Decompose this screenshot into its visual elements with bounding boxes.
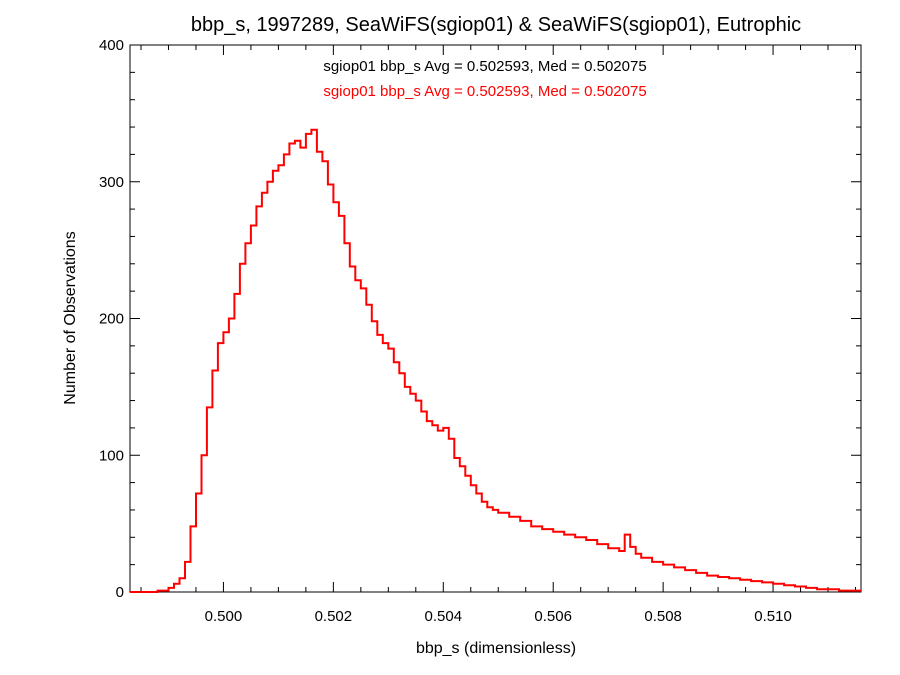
x-tick-label: 0.508 [644, 608, 682, 625]
x-axis-label: bbp_s (dimensionless) [416, 640, 576, 657]
tick-labels: 0.500 0.502 0.504 0.506 0.508 0.510 0 100 200 300… [99, 37, 792, 625]
y-tick-label: 100 [99, 447, 124, 464]
y-tick-label: 200 [99, 311, 124, 328]
chart-title: bbp_s, 1997289, SeaWiFS(sgiop01) & SeaWi… [191, 14, 801, 36]
x-tick-label: 0.504 [425, 608, 463, 625]
axis-ticks [130, 44, 861, 593]
histogram-series-line [130, 128, 861, 593]
x-tick-label: 0.506 [534, 608, 572, 625]
y-tick-label: 0 [116, 584, 124, 601]
x-tick-label: 0.500 [205, 608, 243, 625]
stats-annotation-black: sgiop01 bbp_s Avg = 0.502593, Med = 0.50… [323, 58, 646, 75]
y-tick-label: 300 [99, 174, 124, 191]
x-tick-label: 0.502 [315, 608, 353, 625]
y-tick-label: 400 [99, 37, 124, 54]
y-axis-label: Number of Observations [62, 231, 79, 404]
stats-annotation-red: sgiop01 bbp_s Avg = 0.502593, Med = 0.50… [323, 83, 646, 100]
x-tick-label: 0.510 [754, 608, 792, 625]
